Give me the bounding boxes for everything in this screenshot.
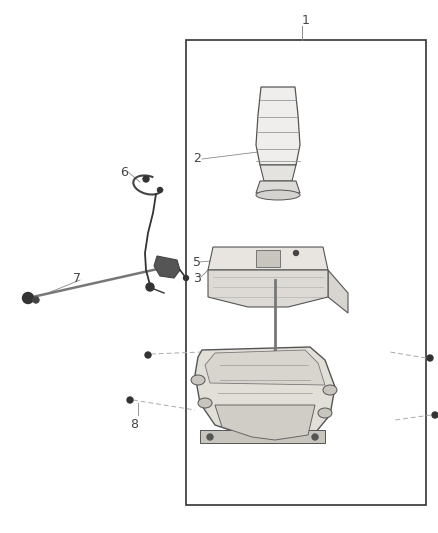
Polygon shape <box>328 270 348 313</box>
Circle shape <box>158 188 162 192</box>
Circle shape <box>143 176 149 182</box>
Text: 1: 1 <box>302 13 310 27</box>
Polygon shape <box>256 87 300 165</box>
Circle shape <box>184 276 188 280</box>
Circle shape <box>293 251 299 255</box>
Ellipse shape <box>198 398 212 408</box>
Circle shape <box>427 355 433 361</box>
Polygon shape <box>256 181 300 193</box>
Ellipse shape <box>323 385 337 395</box>
Ellipse shape <box>318 408 332 418</box>
Ellipse shape <box>191 375 205 385</box>
Circle shape <box>432 412 438 418</box>
Text: 7: 7 <box>73 271 81 285</box>
Circle shape <box>312 434 318 440</box>
Polygon shape <box>208 247 328 270</box>
Circle shape <box>127 397 133 403</box>
Polygon shape <box>256 250 280 267</box>
Polygon shape <box>200 430 325 443</box>
Circle shape <box>22 293 33 303</box>
Circle shape <box>33 297 39 303</box>
Polygon shape <box>215 405 315 440</box>
Polygon shape <box>205 350 325 385</box>
Text: 6: 6 <box>120 166 128 179</box>
Polygon shape <box>154 256 180 278</box>
Circle shape <box>146 283 154 291</box>
Ellipse shape <box>256 190 300 200</box>
Bar <box>186 40 426 505</box>
Circle shape <box>207 434 213 440</box>
Text: 5: 5 <box>193 255 201 269</box>
Polygon shape <box>195 347 335 440</box>
Text: 2: 2 <box>193 152 201 166</box>
Text: 3: 3 <box>193 271 201 285</box>
Text: 8: 8 <box>130 418 138 432</box>
Polygon shape <box>260 165 296 181</box>
Circle shape <box>145 352 151 358</box>
Polygon shape <box>208 270 328 307</box>
